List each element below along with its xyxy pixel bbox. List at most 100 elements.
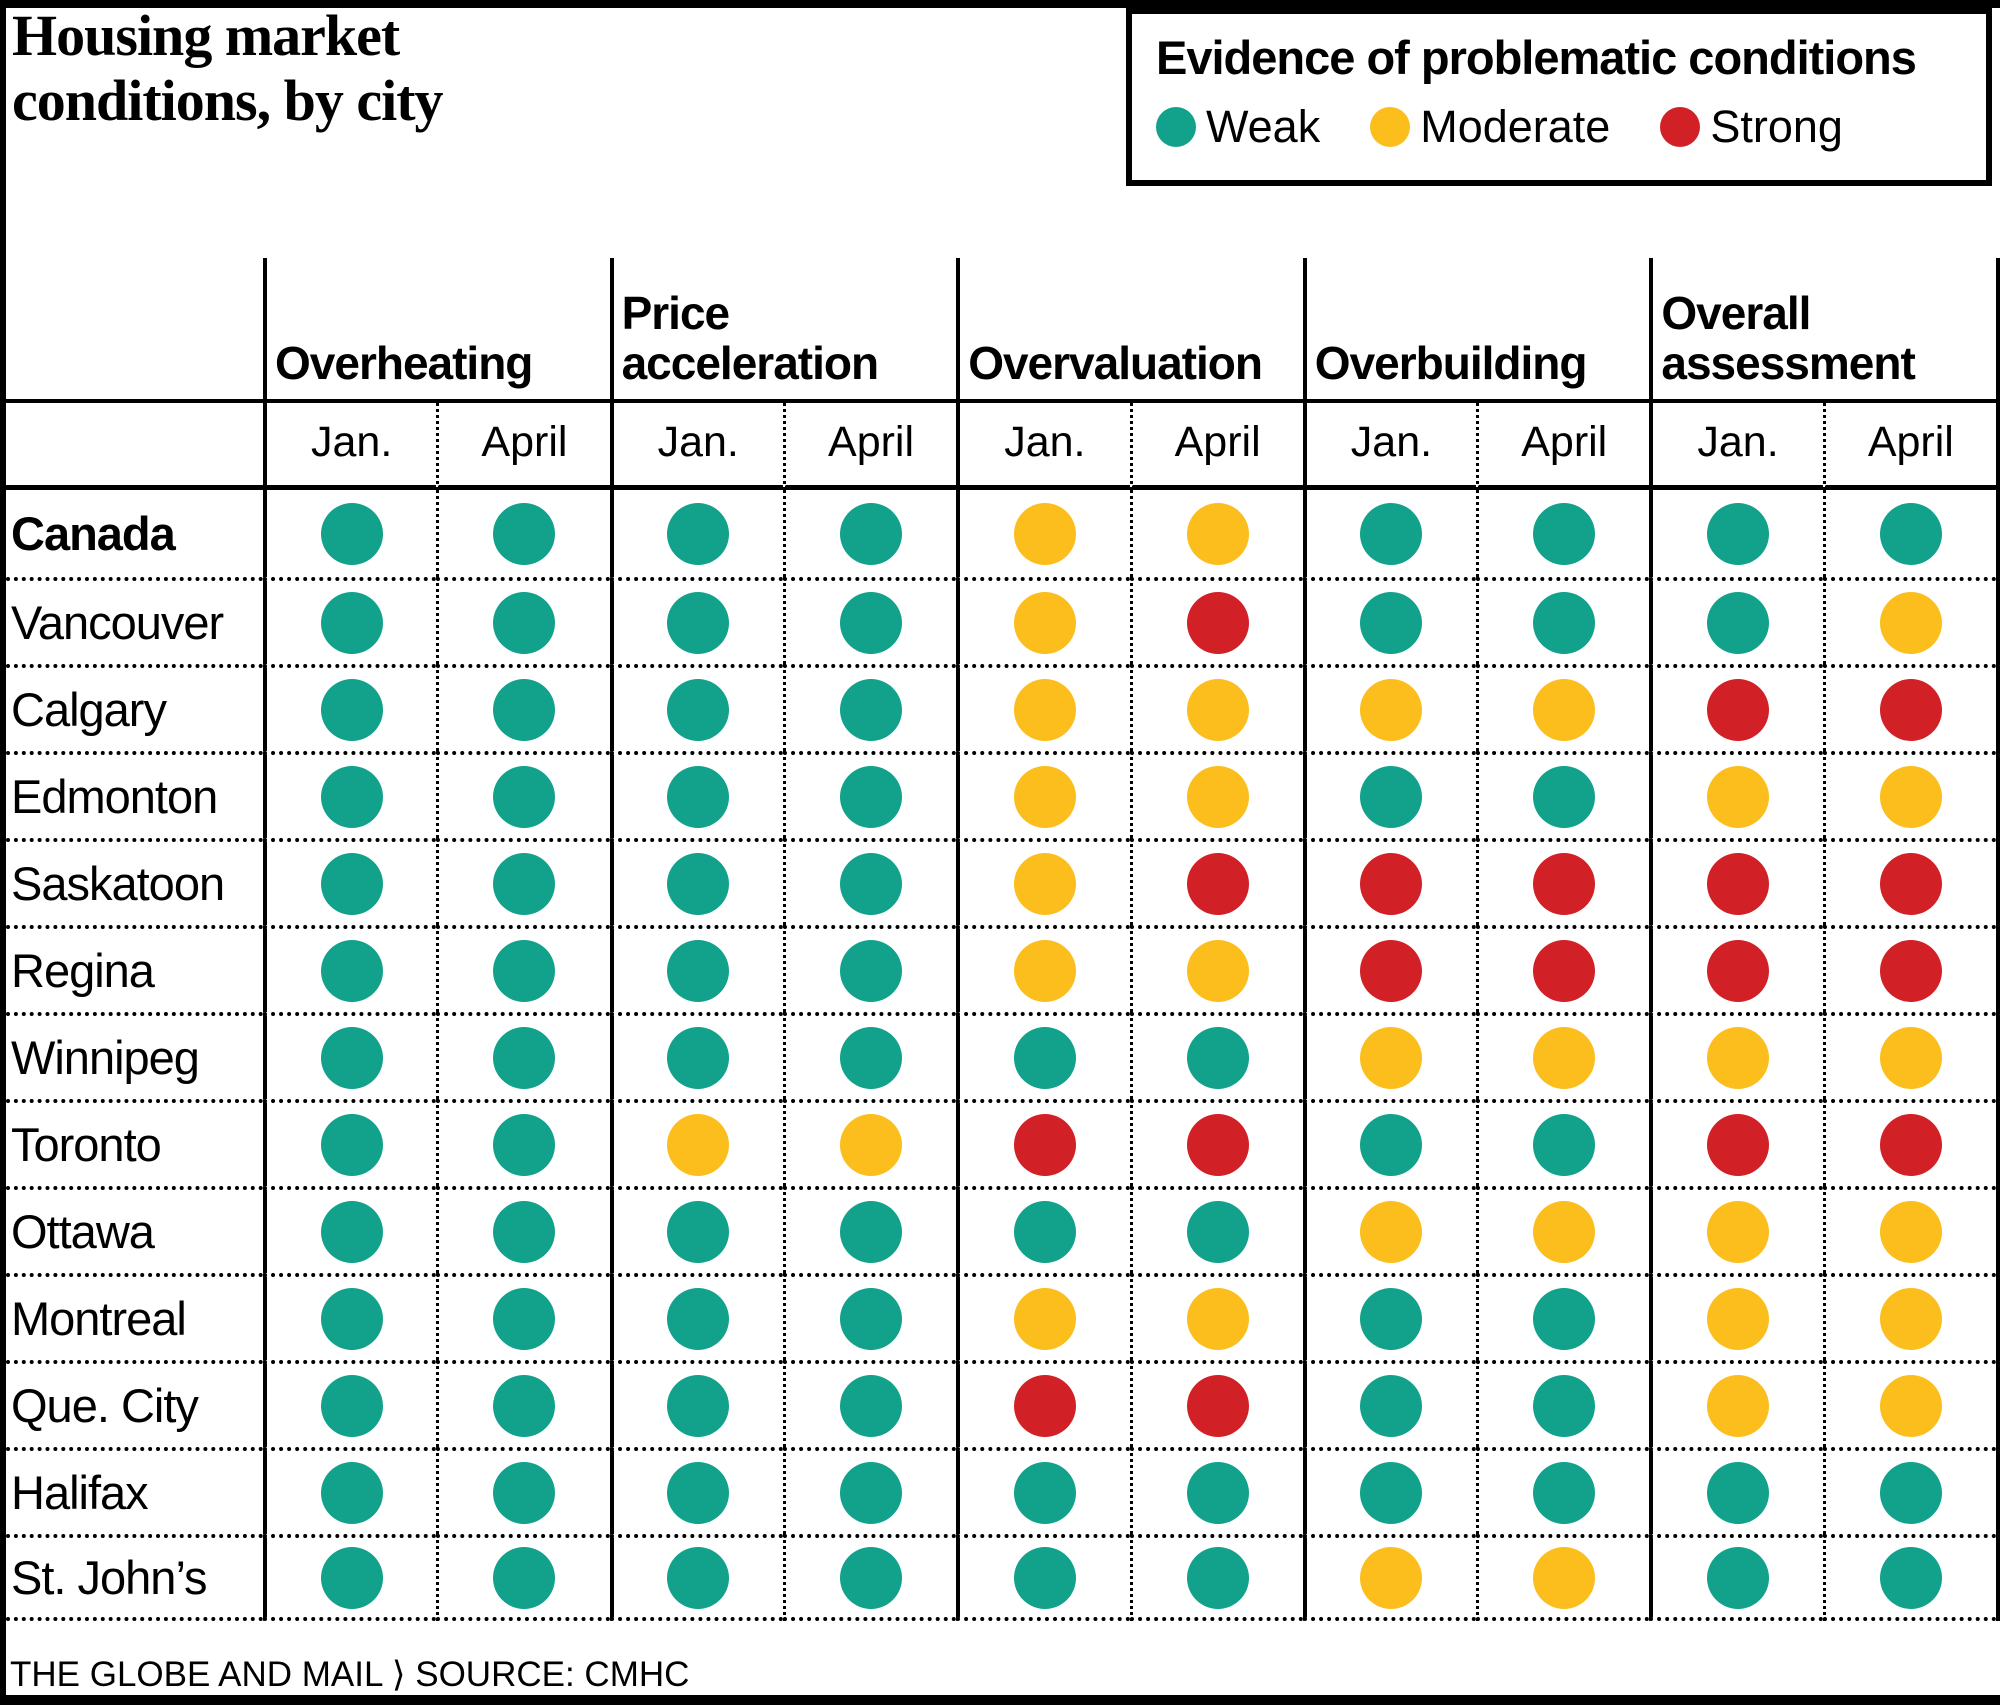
sub-column-header: Jan. bbox=[956, 403, 1130, 490]
rating-dot bbox=[1013, 1113, 1076, 1176]
row-label: Edmonton bbox=[6, 751, 263, 838]
rating-dot bbox=[1186, 591, 1249, 654]
rating-cell bbox=[263, 925, 437, 1012]
rating-dot bbox=[1879, 591, 1942, 654]
rating-dot bbox=[1533, 1374, 1596, 1437]
rating-cell bbox=[436, 490, 609, 577]
rating-dot bbox=[493, 765, 556, 828]
conditions-table: Overheating Price acceleration Overvaluati… bbox=[6, 258, 2000, 1621]
rating-dot bbox=[1186, 678, 1249, 741]
column-group-header: Overall assessment bbox=[1649, 258, 1996, 403]
rating-cell bbox=[1476, 1360, 1650, 1447]
rating-cell bbox=[782, 1099, 957, 1186]
rating-dot bbox=[840, 678, 903, 741]
sub-column-label: April bbox=[1521, 417, 1608, 466]
column-group-header: Overheating bbox=[263, 258, 610, 403]
rating-cell bbox=[1649, 751, 1823, 838]
rating-cell bbox=[1129, 577, 1303, 664]
rating-cell bbox=[1649, 1099, 1823, 1186]
sub-column-header: April bbox=[782, 403, 957, 490]
row-label: Winnipeg bbox=[6, 1012, 263, 1099]
column-group-label: Overall assessment bbox=[1661, 286, 1915, 390]
rating-dot bbox=[840, 1026, 903, 1089]
rating-cell bbox=[1476, 751, 1650, 838]
rating-cell bbox=[1302, 490, 1476, 577]
rating-dot bbox=[493, 852, 556, 915]
rating-cell bbox=[263, 577, 437, 664]
rating-dot bbox=[320, 1374, 383, 1437]
rating-dot bbox=[1707, 1200, 1770, 1263]
rating-cell bbox=[609, 490, 783, 577]
rating-cell bbox=[609, 1099, 783, 1186]
rating-dot bbox=[1879, 1113, 1942, 1176]
rating-cell bbox=[609, 1186, 783, 1273]
rating-cell bbox=[1476, 664, 1650, 751]
rating-dot bbox=[1360, 1026, 1423, 1089]
rating-cell bbox=[1822, 490, 1996, 577]
rating-dot bbox=[1013, 1374, 1076, 1437]
rating-cell bbox=[1822, 751, 1996, 838]
rating-cell bbox=[1302, 1447, 1477, 1534]
rating-cell bbox=[1822, 1099, 1996, 1186]
rating-cell bbox=[609, 577, 783, 664]
rating-cell bbox=[956, 1534, 1130, 1621]
rating-dot bbox=[1013, 591, 1076, 654]
rating-dot bbox=[320, 1461, 383, 1524]
rating-dot bbox=[493, 1546, 556, 1609]
row-label: Canada bbox=[11, 507, 176, 560]
sub-column-header: April bbox=[1822, 403, 1996, 490]
rating-cell bbox=[609, 1534, 783, 1621]
rating-dot bbox=[1013, 765, 1076, 828]
rating-dot bbox=[493, 502, 556, 565]
rating-cell bbox=[956, 1012, 1130, 1099]
row-label: Vancouver bbox=[6, 577, 263, 664]
rating-dot bbox=[1360, 591, 1423, 654]
rating-dot bbox=[320, 1546, 383, 1609]
rating-cell bbox=[1649, 925, 1823, 1012]
row-label: Ottawa bbox=[6, 1186, 263, 1273]
rating-dot bbox=[1360, 502, 1423, 565]
rating-cell bbox=[609, 1273, 783, 1360]
rating-dot bbox=[493, 939, 556, 1002]
rating-dot bbox=[667, 1461, 730, 1524]
rating-cell bbox=[956, 1447, 1130, 1534]
legend: Evidence of problematic conditions Weak … bbox=[1126, 8, 1992, 186]
rating-cell bbox=[436, 751, 610, 838]
rating-cell bbox=[1822, 577, 1996, 664]
rating-dot bbox=[667, 1546, 730, 1609]
rating-cell bbox=[263, 1186, 437, 1273]
row-label: Que. City bbox=[6, 1360, 263, 1447]
source-credit: THE GLOBE AND MAIL ⟩ SOURCE: CMHC bbox=[10, 1655, 690, 1694]
rating-dot bbox=[1013, 1461, 1076, 1524]
rating-dot bbox=[1533, 1461, 1596, 1524]
rating-dot bbox=[667, 1113, 730, 1176]
rating-cell bbox=[782, 1360, 957, 1447]
rating-dot bbox=[1360, 765, 1423, 828]
rating-dot bbox=[1186, 765, 1249, 828]
rating-cell bbox=[1302, 1012, 1477, 1099]
rating-dot bbox=[1707, 1287, 1770, 1350]
rating-cell bbox=[609, 1360, 783, 1447]
rating-cell bbox=[1649, 577, 1823, 664]
rating-dot bbox=[1360, 1461, 1423, 1524]
rating-dot bbox=[1879, 1546, 1942, 1609]
rating-dot bbox=[493, 1374, 556, 1437]
rating-cell bbox=[263, 490, 436, 577]
rating-cell bbox=[956, 1186, 1130, 1273]
rating-dot bbox=[493, 591, 556, 654]
rating-cell bbox=[1649, 664, 1823, 751]
rating-dot bbox=[1186, 939, 1249, 1002]
sub-column-header: Jan. bbox=[1649, 403, 1823, 490]
rating-cell bbox=[263, 1273, 437, 1360]
rating-cell bbox=[1129, 1447, 1303, 1534]
rating-dot bbox=[840, 1374, 903, 1437]
rating-dot bbox=[840, 1200, 903, 1263]
sub-column-label: Jan. bbox=[1697, 417, 1779, 466]
rating-cell bbox=[1302, 838, 1477, 925]
table-corner bbox=[6, 258, 263, 403]
rating-dot bbox=[1013, 1200, 1076, 1263]
weak-dot-icon bbox=[1156, 107, 1196, 147]
rating-cell bbox=[1302, 664, 1477, 751]
rating-cell bbox=[263, 664, 437, 751]
